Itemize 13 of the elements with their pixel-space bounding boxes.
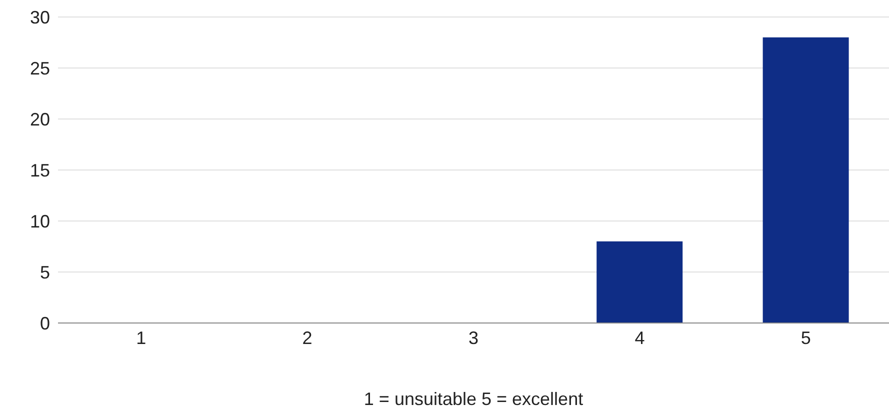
- x-tick-label: 4: [634, 328, 645, 348]
- y-tick-label: 5: [40, 262, 50, 282]
- y-tick-label: 0: [40, 313, 50, 334]
- x-tick-label: 1: [136, 328, 146, 348]
- x-axis-title: 1 = unsuitable 5 = excellent: [364, 389, 584, 409]
- y-tick-label: 10: [30, 211, 50, 232]
- y-tick-label: 20: [30, 109, 50, 130]
- x-tick-label: 3: [468, 328, 479, 348]
- x-tick-label: 2: [302, 328, 312, 348]
- y-tick-label: 15: [30, 160, 50, 180]
- y-tick-label: 25: [30, 58, 50, 78]
- x-tick-label: 5: [800, 328, 811, 348]
- y-tick-label: 30: [30, 7, 50, 28]
